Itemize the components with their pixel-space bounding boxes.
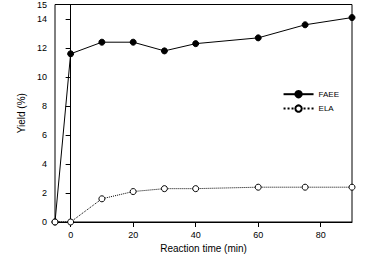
svg-text:40: 40 — [191, 230, 201, 240]
svg-text:ELA: ELA — [319, 104, 335, 113]
svg-text:12: 12 — [37, 43, 47, 53]
svg-text:20: 20 — [128, 230, 138, 240]
svg-text:0: 0 — [42, 217, 47, 227]
svg-text:15: 15 — [37, 0, 47, 10]
svg-text:Yield (%): Yield (%) — [16, 93, 27, 133]
svg-text:6: 6 — [42, 130, 47, 140]
svg-text:2: 2 — [42, 188, 47, 198]
svg-text:FAEE: FAEE — [319, 90, 339, 99]
svg-text:8: 8 — [42, 101, 47, 111]
svg-text:14: 14 — [37, 14, 47, 24]
svg-text:0: 0 — [68, 230, 73, 240]
svg-text:10: 10 — [37, 72, 47, 82]
svg-text:Reaction time (min): Reaction time (min) — [160, 243, 247, 254]
svg-text:4: 4 — [42, 159, 47, 169]
svg-text:60: 60 — [253, 230, 263, 240]
svg-text:80: 80 — [316, 230, 326, 240]
